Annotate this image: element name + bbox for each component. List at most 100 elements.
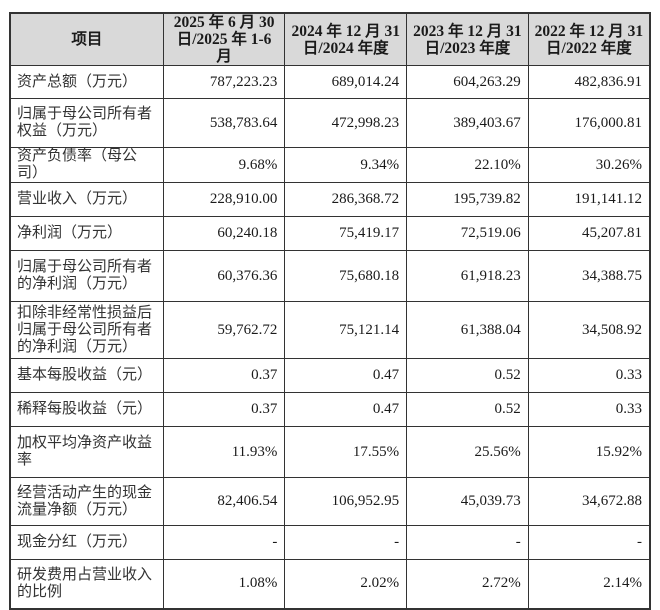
row-label-line: 基本每股收益（元）	[17, 367, 153, 383]
table-row: 归属于母公司所有者 权益（万元） 538,783.64 472,998.23 389,4…	[9, 98, 651, 148]
row-label-line: 归属于母公司所有者	[17, 259, 153, 275]
header-line: 2024 年 12 月 31	[291, 22, 401, 40]
header-line: 项目	[71, 31, 103, 48]
cell-value: 60,376.36	[162, 250, 286, 302]
table-row: 净利润（万元） 60,240.18 75,419.17 72,519.06 45,207…	[9, 216, 651, 251]
row-label: 基本每股收益（元）	[9, 358, 164, 393]
row-label-line: 净利润（万元）	[17, 225, 123, 241]
cell-value: 2.02%	[284, 559, 408, 609]
cell-value: 787,223.23	[162, 65, 286, 99]
row-label: 扣除非经常性损益后 归属于母公司所有者 的净利润（万元）	[9, 301, 164, 359]
cell-value: 538,783.64	[162, 98, 286, 148]
header-row: 项目 2025 年 6 月 30 日/2025 年 1-6 月 2024 年 12 月…	[9, 12, 651, 66]
cell-value: 45,039.73	[406, 477, 529, 526]
row-label-line: 资产总额（万元）	[17, 73, 138, 90]
row-label-line: 营业收入（万元）	[17, 191, 138, 207]
row-label-line: 权益（万元）	[17, 123, 108, 139]
header-line: 2023 年 12 月 31	[413, 22, 522, 40]
cell-value: 689,014.24	[284, 65, 408, 99]
cell-value: 1.08%	[162, 559, 286, 609]
cell-value: 0.37	[162, 392, 286, 427]
row-label-line: 的净利润（万元）	[17, 276, 138, 292]
cell-value: 9.68%	[162, 147, 286, 183]
cell-value: 389,403.67	[406, 98, 529, 148]
row-label-line: 经营活动产生的现金	[17, 484, 153, 501]
row-label: 归属于母公司所有者 权益（万元）	[9, 98, 164, 148]
row-label-line: 资产负债率（母公司）	[17, 148, 138, 181]
cell-value: 82,406.54	[162, 477, 286, 526]
cell-value: 75,419.17	[284, 216, 408, 251]
cell-value: 72,519.06	[406, 216, 529, 251]
table-row: 扣除非经常性损益后 归属于母公司所有者 的净利润（万元） 59,762.72 75,12…	[9, 301, 651, 359]
row-label: 加权平均净资产收益率	[9, 426, 164, 478]
table-row: 经营活动产生的现金 流量净额（万元） 82,406.54 106,952.95 45,0…	[9, 477, 651, 526]
row-label: 现金分红（万元）	[9, 525, 164, 560]
row-label-line: 归属于母公司所有者	[17, 106, 153, 122]
cell-value: 34,388.75	[527, 250, 651, 302]
cell-value: 60,240.18	[162, 216, 286, 251]
cell-value: -	[284, 525, 408, 560]
cell-value: 34,672.88	[527, 477, 651, 526]
cell-value: 59,762.72	[162, 301, 286, 359]
financial-summary-table: 项目 2025 年 6 月 30 日/2025 年 1-6 月 2024 年 12 月…	[9, 12, 651, 610]
cell-value: 472,998.23	[284, 98, 408, 148]
cell-value: -	[406, 525, 529, 560]
cell-value: 195,739.82	[406, 182, 529, 217]
row-label: 归属于母公司所有者 的净利润（万元）	[9, 250, 164, 302]
cell-value: 25.56%	[406, 426, 529, 478]
column-header-period: 2022 年 12 月 31 日/2022 年度	[527, 12, 651, 66]
cell-value: 61,918.23	[406, 250, 529, 302]
row-label: 营业收入（万元）	[9, 182, 164, 217]
row-label-line: 的净利润（万元）	[17, 338, 138, 355]
cell-value: 0.52	[406, 392, 529, 427]
cell-value: 191,141.12	[527, 182, 651, 217]
cell-value: 0.47	[284, 392, 408, 427]
table-row: 稀释每股收益（元） 0.37 0.47 0.52 0.33	[9, 392, 651, 427]
cell-value: 9.34%	[284, 147, 408, 183]
row-label: 研发费用占营业收入 的比例	[9, 559, 164, 609]
cell-value: 176,000.81	[527, 98, 651, 148]
row-label-line: 稀释每股收益（元）	[17, 401, 153, 417]
cell-value: 0.33	[527, 392, 651, 427]
cell-value: 228,910.00	[162, 182, 286, 217]
cell-value: 15.92%	[527, 426, 651, 478]
cell-value: 604,263.29	[406, 65, 529, 99]
row-label-line: 加权平均净资产收益	[17, 435, 153, 451]
table-row: 基本每股收益（元） 0.37 0.47 0.52 0.33	[9, 358, 651, 393]
cell-value: 61,388.04	[406, 301, 529, 359]
cell-value: 75,680.18	[284, 250, 408, 302]
row-label: 经营活动产生的现金 流量净额（万元）	[9, 477, 164, 526]
table-row: 资产负债率（母公司） 9.68% 9.34% 22.10% 30.26%	[9, 147, 651, 183]
cell-value: 2.72%	[406, 559, 529, 609]
cell-value: -	[162, 525, 286, 560]
cell-value: 0.52	[406, 358, 529, 393]
table-row: 资产总额（万元） 787,223.23 689,014.24 604,263.29 48…	[9, 65, 651, 99]
table-row: 现金分红（万元） - - - -	[9, 525, 651, 560]
column-header-period: 2024 年 12 月 31 日/2024 年度	[284, 12, 408, 66]
row-label: 净利润（万元）	[9, 216, 164, 251]
table-row: 加权平均净资产收益率 11.93% 17.55% 25.56% 15.92%	[9, 426, 651, 478]
column-header-period: 2025 年 6 月 30 日/2025 年 1-6 月	[162, 12, 286, 66]
cell-value: 286,368.72	[284, 182, 408, 217]
row-label: 资产负债率（母公司）	[9, 147, 164, 183]
row-label-line: 率	[17, 452, 33, 468]
header-line: 日/2025 年 1-6 月	[176, 31, 272, 65]
cell-value: 2.14%	[527, 559, 651, 609]
cell-value: 17.55%	[284, 426, 408, 478]
cell-value: 0.33	[527, 358, 651, 393]
row-label-line: 流量净额（万元）	[17, 501, 138, 518]
cell-value: 45,207.81	[527, 216, 651, 251]
cell-value: 0.47	[284, 358, 408, 393]
cell-value: 22.10%	[406, 147, 529, 183]
cell-value: 11.93%	[162, 426, 286, 478]
row-label: 稀释每股收益（元）	[9, 392, 164, 427]
cell-value: 30.26%	[527, 147, 651, 183]
table-row: 研发费用占营业收入 的比例 1.08% 2.02% 2.72% 2.14%	[9, 559, 651, 609]
row-label-line: 现金分红（万元）	[17, 534, 138, 550]
cell-value: 482,836.91	[527, 65, 651, 99]
column-header-item: 项目	[9, 12, 164, 66]
row-label-line: 扣除非经常性损益后	[17, 304, 153, 321]
header-line: 日/2023 年度	[424, 39, 511, 57]
cell-value: 75,121.14	[284, 301, 408, 359]
cell-value: 106,952.95	[284, 477, 408, 526]
